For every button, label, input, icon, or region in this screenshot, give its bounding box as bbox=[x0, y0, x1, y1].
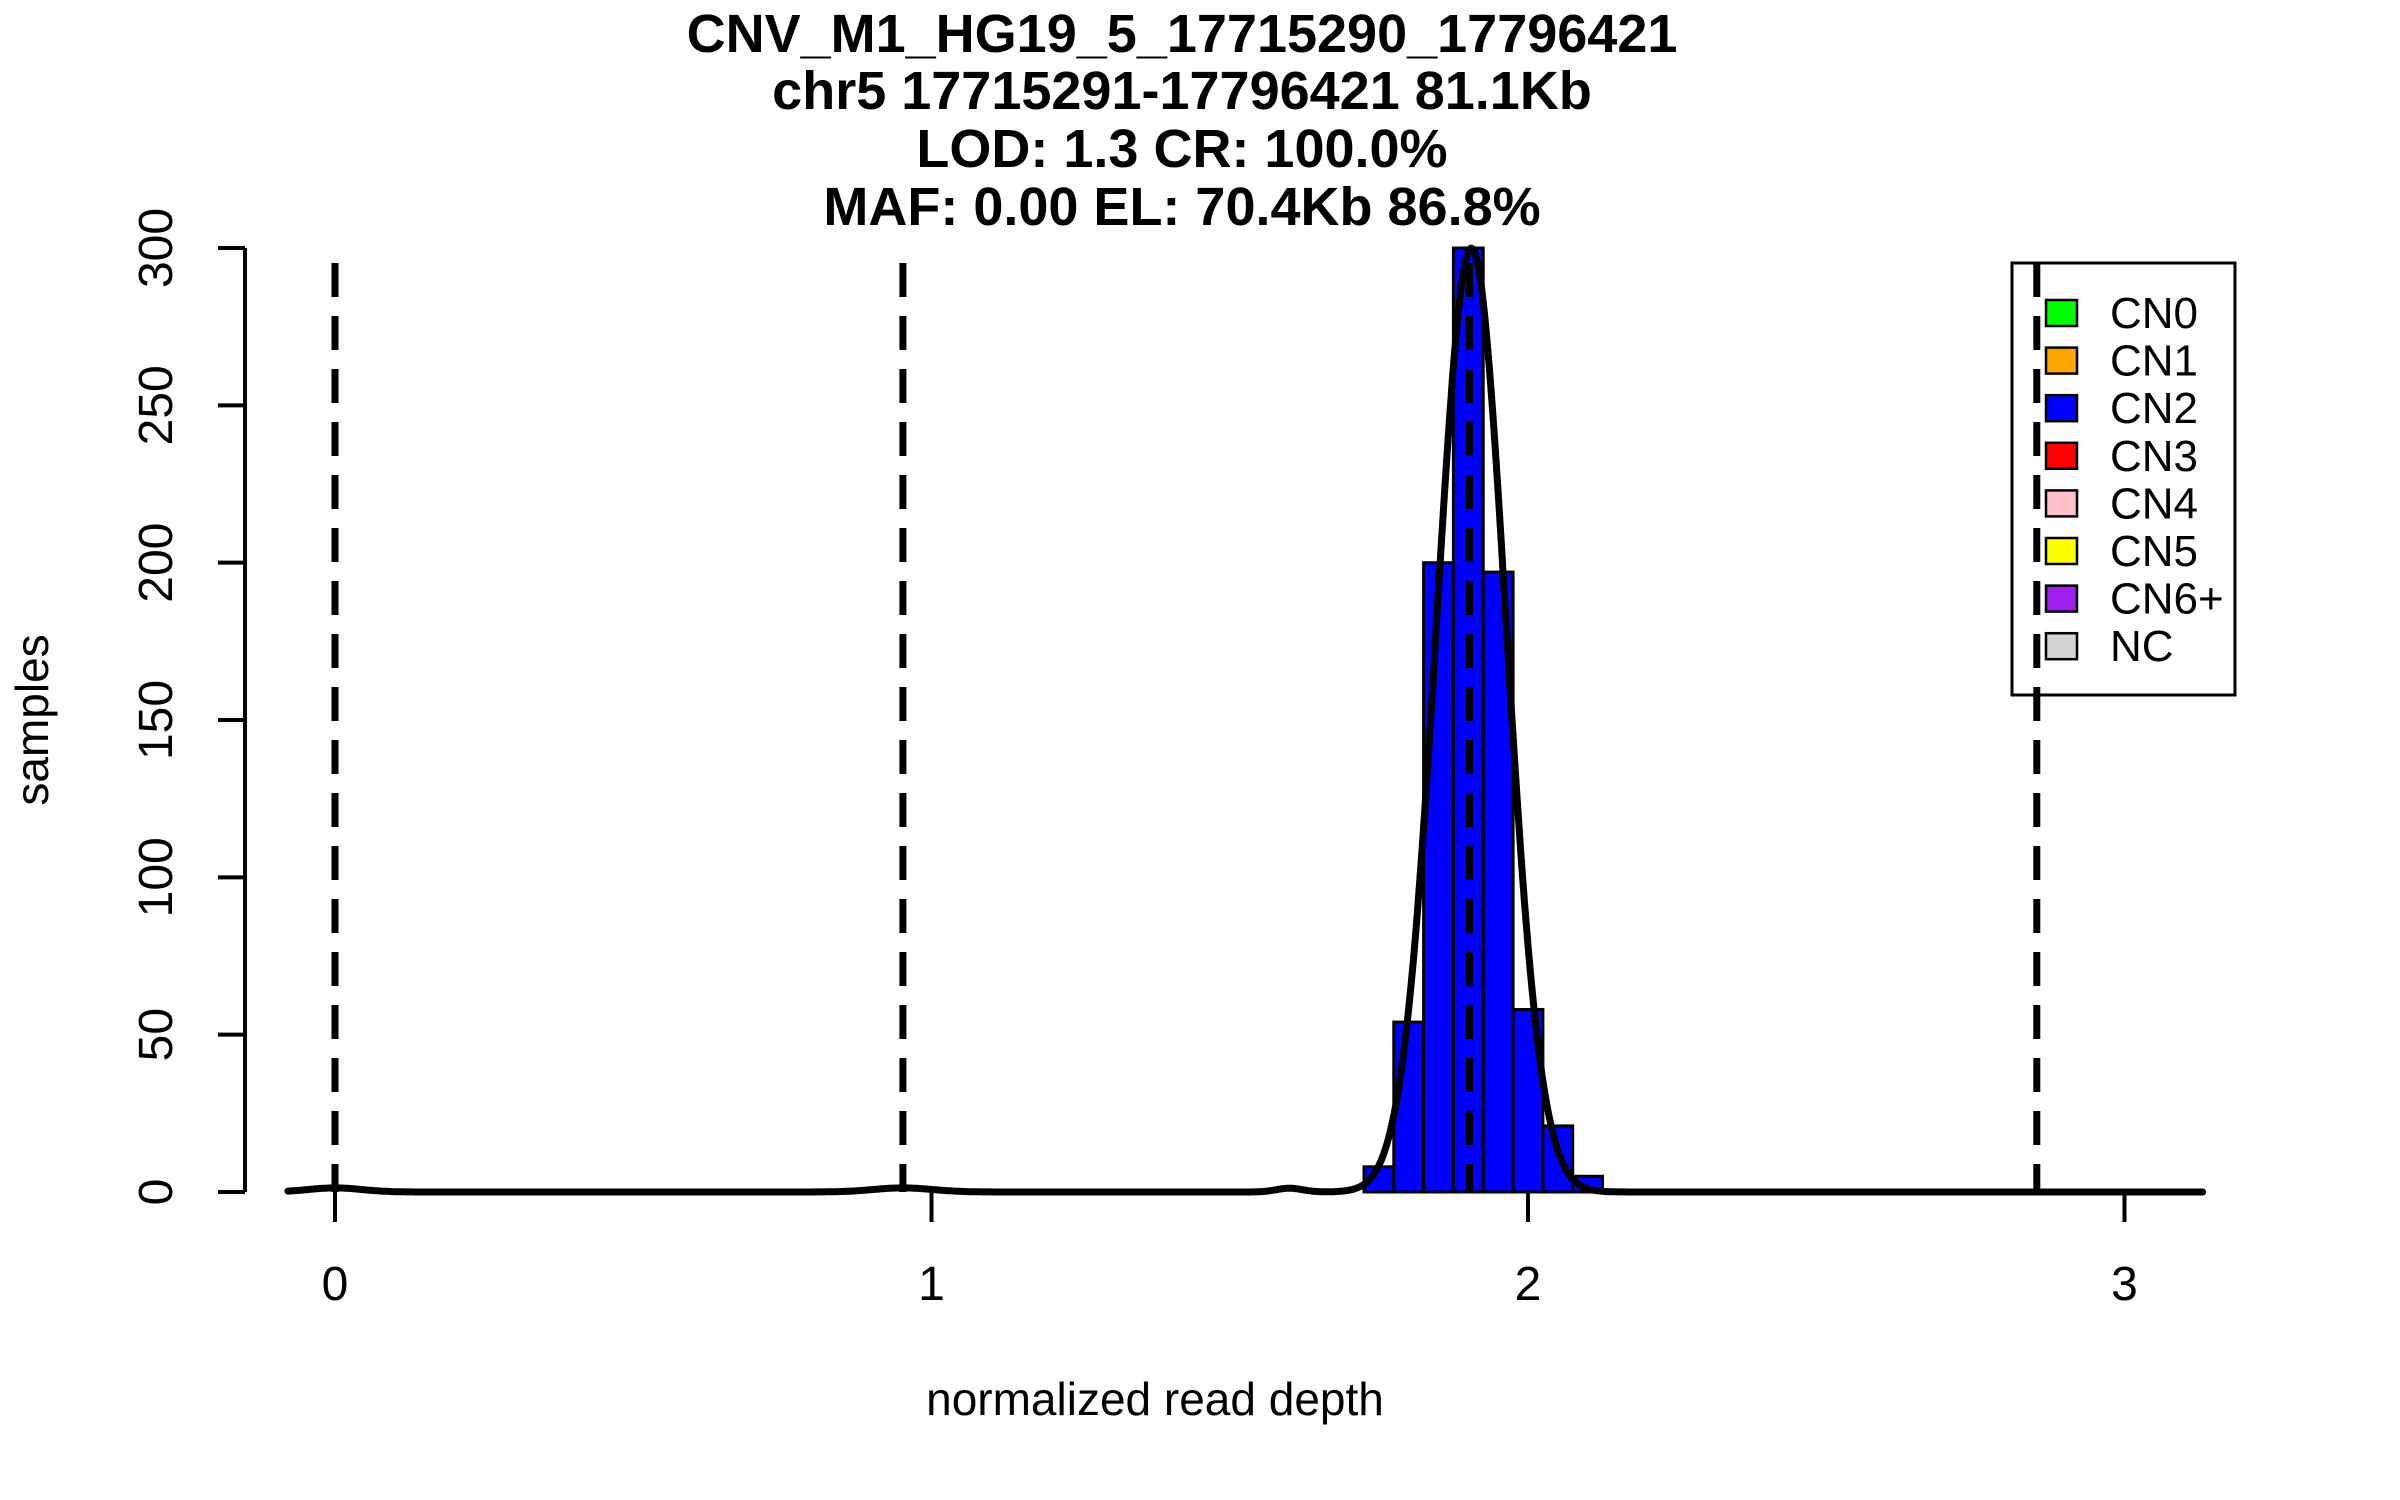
x-axis-tick-label-2: 2 bbox=[1515, 1258, 1542, 1311]
chart-title-line-2: chr5 17715291-17796421 81.1Kb bbox=[772, 61, 1592, 121]
legend-box bbox=[2010, 261, 2237, 697]
x-axis-title: normalized read depth bbox=[926, 1373, 1384, 1425]
legend-swatch-cn3 bbox=[2044, 441, 2079, 471]
legend-swatch-cn0 bbox=[2044, 298, 2079, 328]
legend-label-cn1: CN1 bbox=[2110, 337, 2198, 386]
legend-item-cn5: CN5 bbox=[2044, 527, 2198, 576]
legend-label-cn0: CN0 bbox=[2110, 289, 2198, 338]
legend-swatch-cn5 bbox=[2044, 536, 2079, 566]
density-curve bbox=[284, 244, 2207, 1196]
y-axis-tick-label-50: 50 bbox=[130, 1008, 183, 1061]
y-axis-tick-label-150: 150 bbox=[130, 680, 183, 760]
y-axis-tick-label-200: 200 bbox=[130, 523, 183, 603]
legend-item-cn2: CN2 bbox=[2044, 384, 2198, 433]
legend-item-nc: NC bbox=[2044, 622, 2174, 671]
x-axis-tick-label-0: 0 bbox=[322, 1258, 349, 1311]
legend-label-cn5: CN5 bbox=[2110, 527, 2198, 576]
y-axis-tick-label-300: 300 bbox=[130, 208, 183, 288]
legend-label-nc: NC bbox=[2110, 622, 2174, 671]
y-axis-tick-label-100: 100 bbox=[130, 837, 183, 917]
chart-title-line-4: MAF: 0.00 EL: 70.4Kb 86.8% bbox=[823, 177, 1540, 237]
legend-item-cn3: CN3 bbox=[2044, 432, 2198, 481]
x-axis-tick-label-1: 1 bbox=[918, 1258, 945, 1311]
legend-label-cn2: CN2 bbox=[2110, 384, 2198, 433]
legend-swatch-cn4 bbox=[2044, 489, 2079, 518]
legend-item-cn4: CN4 bbox=[2044, 479, 2198, 528]
y-axis-title: samples bbox=[6, 634, 58, 805]
y-axis-tick-label-0: 0 bbox=[130, 1179, 183, 1206]
legend-item-cn1: CN1 bbox=[2044, 337, 2198, 386]
legend-item-cn6plus: CN6+ bbox=[2044, 575, 2224, 624]
legend-swatch-nc bbox=[2044, 631, 2079, 661]
legend-label-cn4: CN4 bbox=[2110, 479, 2198, 528]
y-axis-tick-label-250: 250 bbox=[130, 365, 183, 445]
chart-title-line-1: CNV_M1_HG19_5_17715290_17796421 bbox=[687, 4, 1678, 64]
legend-swatch-cn2 bbox=[2044, 393, 2079, 423]
legend-label-cn6plus: CN6+ bbox=[2110, 575, 2224, 624]
x-axis-tick-label-3: 3 bbox=[2111, 1258, 2138, 1311]
legend-label-cn3: CN3 bbox=[2110, 432, 2198, 481]
legend-swatch-cn6plus bbox=[2044, 584, 2079, 613]
legend-swatch-cn1 bbox=[2044, 346, 2079, 375]
chart-title-line-3: LOD: 1.3 CR: 100.0% bbox=[916, 119, 1447, 179]
legend-item-cn0: CN0 bbox=[2044, 289, 2198, 338]
histogram-bar-2 bbox=[1422, 561, 1455, 1194]
histogram-bar-6 bbox=[1541, 1124, 1575, 1194]
